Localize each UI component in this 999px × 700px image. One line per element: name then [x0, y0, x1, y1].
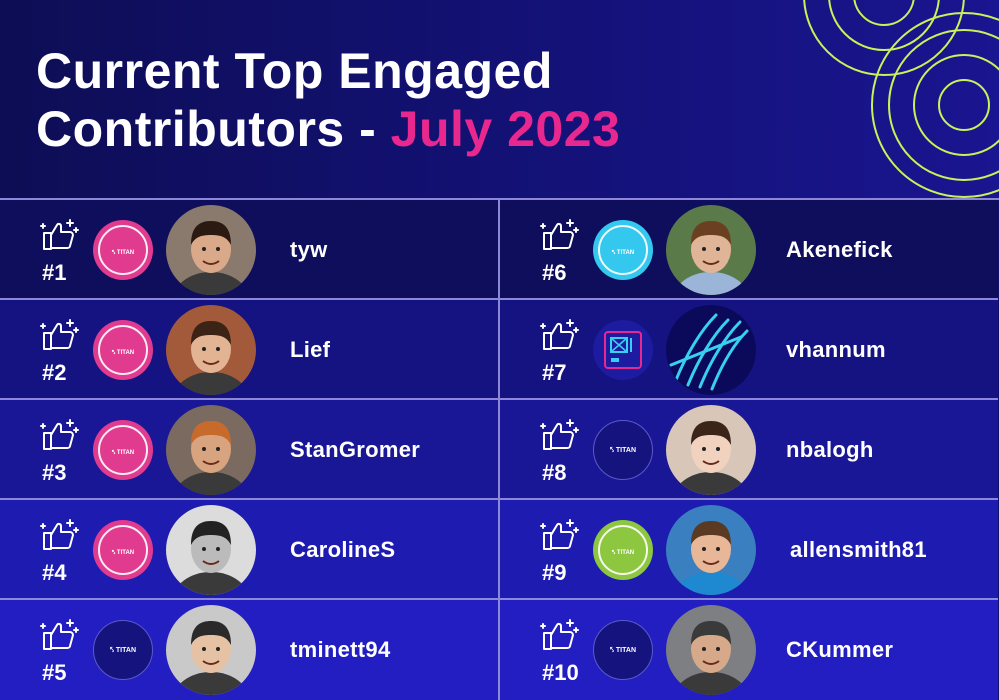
contributor-name: Lief [290, 337, 331, 362]
contributor-row: #6 ⤣ TITAN Akenefick [500, 200, 998, 300]
titan-badge [593, 320, 653, 380]
contributor-name: CarolineS [290, 537, 396, 562]
thumbs-up-icon [40, 516, 82, 556]
page-title: Current Top Engaged Contributors - July … [36, 42, 620, 158]
rank-label: #6 [542, 260, 567, 285]
badge-label: TITAN [116, 450, 135, 456]
contributor-name: allensmith81 [790, 537, 927, 562]
left-column: #1 ⤣ TITAN tyw #2 ⤣ TITAN Lief #3 ⤣ TITAN Sta… [0, 200, 499, 700]
titan-logo-icon: ⤣ [111, 350, 116, 356]
badge-label: TITAN [615, 646, 636, 654]
contributor-row: #10 ⤣ TITAN CKummer [500, 600, 998, 700]
avatar [666, 205, 756, 295]
rank-label: #2 [42, 360, 67, 385]
titan-logo-icon: ⤣ [611, 250, 616, 256]
title-prefix: Contributors - [36, 101, 391, 157]
contributor-name: StanGromer [290, 437, 421, 462]
avatar [666, 405, 756, 495]
avatar [666, 605, 756, 695]
contributor-row: #8 ⤣ TITAN nbalogh [500, 400, 998, 500]
avatar [166, 305, 256, 395]
thumbs-up-icon [540, 416, 582, 456]
titan-badge: ⤣ TITAN [93, 420, 153, 480]
avatar [166, 405, 256, 495]
decorative-rings [803, 0, 999, 198]
column-divider [498, 200, 500, 700]
rank-label: #8 [542, 460, 567, 485]
titan-logo-icon: ⤣ [110, 646, 114, 654]
titan-logo-icon: ⤣ [111, 250, 116, 256]
title-accent: July 2023 [390, 101, 621, 157]
titan-logo-icon: ⤣ [610, 646, 614, 654]
contributor-name: tyw [290, 237, 328, 262]
thumbs-up-icon [40, 616, 82, 656]
rank-label: #7 [542, 360, 567, 385]
contributor-row: #1 ⤣ TITAN tyw [0, 200, 498, 300]
header: Current Top Engaged Contributors - July … [0, 0, 999, 198]
header-divider [0, 198, 999, 200]
titan-badge: ⤣ TITAN [93, 320, 153, 380]
rank-label: #3 [42, 460, 67, 485]
thumbs-up-icon [540, 216, 582, 256]
badge-label: TITAN [115, 646, 136, 654]
contributor-row: #2 ⤣ TITAN Lief [0, 300, 498, 400]
contributor-row: #9 ⤣ TITAN allensmith81 [500, 500, 998, 600]
rank-label: #5 [42, 660, 67, 685]
badge-label: TITAN [116, 250, 135, 256]
thumbs-up-icon [40, 216, 82, 256]
rank-label: #4 [42, 560, 67, 585]
contributor-row: #5 ⤣ TITAN tminett94 [0, 600, 498, 700]
badge-label: TITAN [616, 250, 635, 256]
badge-label: TITAN [116, 350, 135, 356]
titan-badge: ⤣ TITAN [593, 620, 653, 680]
thumbs-up-icon [40, 416, 82, 456]
thumbs-up-icon [540, 616, 582, 656]
titan-badge: ⤣ TITAN [93, 520, 153, 580]
titan-badge: ⤣ TITAN [593, 520, 653, 580]
contributor-name: CKummer [786, 637, 894, 662]
titan-logo-icon: ⤣ [111, 450, 116, 456]
titan-logo-icon: ⤣ [610, 446, 614, 454]
avatar [166, 605, 256, 695]
contributor-row: #3 ⤣ TITAN StanGromer [0, 400, 498, 500]
thumbs-up-icon [40, 316, 82, 356]
thumbs-up-icon [540, 316, 582, 356]
avatar [666, 505, 756, 595]
rank-label: #9 [542, 560, 567, 585]
titan-badge: ⤣ TITAN [593, 220, 653, 280]
right-column: #6 ⤣ TITAN Akenefick #7 vhannum #8 ⤣ TITAN nba… [500, 200, 999, 700]
avatar [166, 505, 256, 595]
thumbs-up-icon [540, 516, 582, 556]
rank-label: #10 [542, 660, 579, 685]
titan-logo-icon: ⤣ [111, 550, 116, 556]
contributor-name: tminett94 [290, 637, 391, 662]
badge-label: TITAN [615, 446, 636, 454]
titan-badge: ⤣ TITAN [593, 420, 653, 480]
avatar [166, 205, 256, 295]
title-line-2: Contributors - July 2023 [36, 100, 620, 158]
contributor-row: #7 vhannum [500, 300, 998, 400]
contributor-name: nbalogh [786, 437, 874, 462]
title-line-1: Current Top Engaged [36, 43, 553, 99]
titan-badge: ⤣ TITAN [93, 220, 153, 280]
badge-label: TITAN [616, 550, 635, 556]
contributor-name: vhannum [786, 337, 886, 362]
titan-logo-icon: ⤣ [611, 550, 616, 556]
avatar [666, 305, 756, 395]
rank-label: #1 [42, 260, 67, 285]
contributor-name: Akenefick [786, 237, 893, 262]
badge-label: TITAN [116, 550, 135, 556]
titan-badge: ⤣ TITAN [93, 620, 153, 680]
contributor-row: #4 ⤣ TITAN CarolineS [0, 500, 498, 600]
dashboard-icon [604, 331, 642, 369]
